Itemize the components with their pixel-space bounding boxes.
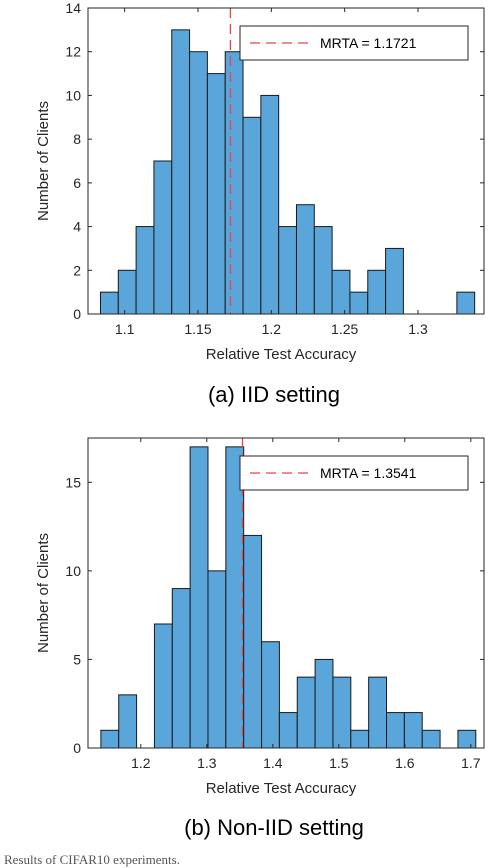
x-tick-label: 1.3 <box>408 321 428 337</box>
y-tick-label: 10 <box>65 563 81 579</box>
histogram-bar <box>421 729 441 749</box>
x-tick-label: 1.15 <box>184 321 211 337</box>
histogram-bar <box>456 291 476 315</box>
x-tick-label: 1.6 <box>395 755 415 771</box>
histogram-bar <box>153 623 173 749</box>
histogram-bar <box>367 269 387 315</box>
histogram-bar <box>332 676 352 749</box>
y-tick-label: 0 <box>73 740 81 756</box>
histogram-bar <box>99 291 119 315</box>
legend-label: MRTA = 1.1721 <box>320 35 417 51</box>
histogram-bar <box>225 446 245 749</box>
x-axis-label: Relative Test Accuracy <box>206 346 357 363</box>
histogram-bar <box>206 73 226 315</box>
axes-box <box>87 437 485 749</box>
histogram-iid: 1.1 1.15 1.2 1.25 1.3 0 2 4 6 8 10 12 14 Relative Tes… <box>35 0 485 363</box>
histogram-bar <box>207 570 227 749</box>
histogram-bar <box>135 226 155 315</box>
histogram-bar <box>224 51 244 315</box>
histogram-bar <box>403 712 423 749</box>
y-tick-label: 10 <box>65 87 81 103</box>
histogram-bar <box>242 116 262 315</box>
y-tick-label: 5 <box>73 651 81 667</box>
histogram-bar <box>313 226 333 315</box>
caption-non-iid: (b) Non-IID setting <box>184 815 364 840</box>
histogram-bar <box>189 51 208 315</box>
y-tick-label: 15 <box>65 474 81 490</box>
y-axis-label: Number of Clients <box>35 533 52 653</box>
histogram-bar <box>457 729 477 749</box>
histogram-bar <box>331 269 351 315</box>
x-tick-label: 1.5 <box>329 755 349 771</box>
y-tick-label: 12 <box>65 44 81 60</box>
x-tick-label: 1.1 <box>115 321 135 337</box>
y-tick-label: 6 <box>73 175 81 191</box>
histogram-bar <box>386 712 405 749</box>
histogram-bar <box>295 204 315 315</box>
histogram-bar <box>296 676 316 749</box>
y-axis-label: Number of Clients <box>35 101 52 221</box>
caption-iid: (a) IID setting <box>208 382 340 407</box>
y-tick-label: 0 <box>73 306 81 322</box>
histogram-bar <box>278 712 298 749</box>
histogram-bar <box>117 269 137 315</box>
y-tick-label: 8 <box>73 131 81 147</box>
legend-label: MRTA = 1.3541 <box>320 465 417 481</box>
histogram-bar <box>100 729 120 749</box>
y-tick-label: 14 <box>65 0 81 16</box>
x-tick-label: 1.25 <box>331 321 358 337</box>
histogram-bar <box>260 94 280 315</box>
histogram-bar <box>278 226 297 315</box>
x-tick-label: 1.3 <box>197 755 217 771</box>
histogram-bar <box>261 641 280 749</box>
histogram-bar <box>349 291 369 315</box>
legend-box <box>239 455 469 491</box>
histogram-bar <box>171 588 191 749</box>
x-tick-label: 1.2 <box>131 755 151 771</box>
legend-box <box>239 25 469 61</box>
y-tick-label: 4 <box>73 219 81 235</box>
histogram-bar <box>118 694 138 749</box>
histogram-bar <box>314 658 334 749</box>
x-tick-label: 1.4 <box>263 755 283 771</box>
footer-caption: Results of CIFAR10 experiments. <box>4 852 180 867</box>
y-tick-label: 2 <box>73 262 81 278</box>
histogram-bar <box>350 729 370 749</box>
axes-box <box>87 7 485 315</box>
x-tick-label: 1.7 <box>461 755 481 771</box>
histogram-bar <box>385 247 404 315</box>
histogram-non-iid: 1.2 1.3 1.4 1.5 1.6 1.7 0 5 10 15 Relative Test Ac… <box>35 437 485 797</box>
histogram-bar <box>189 446 209 749</box>
x-tick-label: 1.2 <box>262 321 282 337</box>
histogram-bar <box>243 534 263 749</box>
histogram-bar <box>171 29 191 315</box>
histogram-bar <box>153 160 173 315</box>
x-axis-label: Relative Test Accuracy <box>206 780 357 797</box>
histogram-bar <box>368 676 388 749</box>
